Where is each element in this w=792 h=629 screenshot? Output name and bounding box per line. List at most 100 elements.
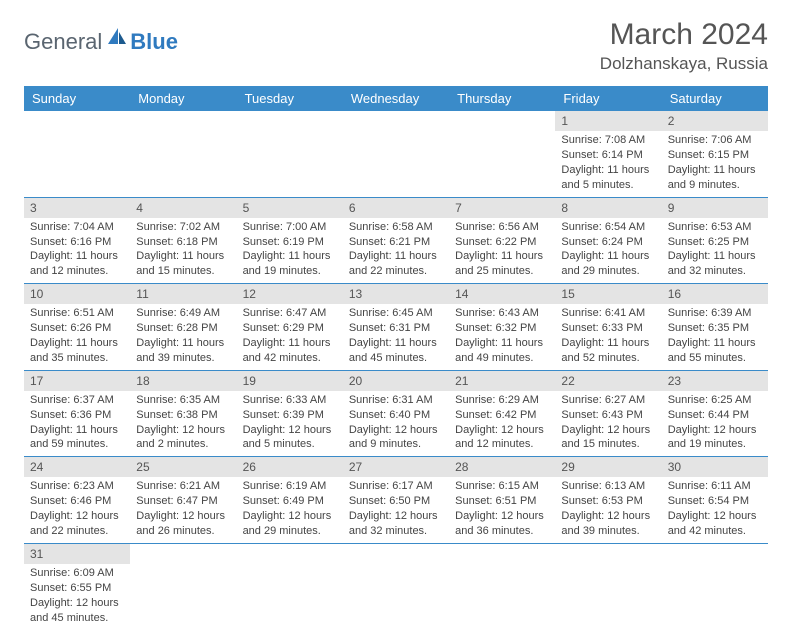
- day-number: 22: [555, 371, 661, 391]
- sunrise-line: Sunrise: 6:41 AM: [561, 306, 655, 321]
- calendar-cell: 16Sunrise: 6:39 AMSunset: 6:35 PMDayligh…: [662, 284, 768, 371]
- daylight-line: Daylight: 11 hours and 19 minutes.: [243, 249, 337, 279]
- cell-body: Sunrise: 7:06 AMSunset: 6:15 PMDaylight:…: [662, 131, 768, 196]
- day-number: 5: [237, 198, 343, 218]
- day-number: 30: [662, 457, 768, 477]
- sunrise-line: Sunrise: 6:49 AM: [136, 306, 230, 321]
- day-number: 26: [237, 457, 343, 477]
- day-number: 25: [130, 457, 236, 477]
- sunset-line: Sunset: 6:39 PM: [243, 408, 337, 423]
- calendar-table: SundayMondayTuesdayWednesdayThursdayFrid…: [24, 86, 768, 629]
- sunrise-line: Sunrise: 6:29 AM: [455, 393, 549, 408]
- cell-body: Sunrise: 6:19 AMSunset: 6:49 PMDaylight:…: [237, 477, 343, 542]
- sunrise-line: Sunrise: 6:35 AM: [136, 393, 230, 408]
- calendar-week-row: 17Sunrise: 6:37 AMSunset: 6:36 PMDayligh…: [24, 370, 768, 457]
- sunrise-line: Sunrise: 6:56 AM: [455, 220, 549, 235]
- cell-body: Sunrise: 6:35 AMSunset: 6:38 PMDaylight:…: [130, 391, 236, 456]
- sunset-line: Sunset: 6:15 PM: [668, 148, 762, 163]
- daylight-line: Daylight: 11 hours and 49 minutes.: [455, 336, 549, 366]
- sunrise-line: Sunrise: 6:37 AM: [30, 393, 124, 408]
- calendar-week-row: 10Sunrise: 6:51 AMSunset: 6:26 PMDayligh…: [24, 284, 768, 371]
- sunrise-line: Sunrise: 6:25 AM: [668, 393, 762, 408]
- sunset-line: Sunset: 6:29 PM: [243, 321, 337, 336]
- day-number: 8: [555, 198, 661, 218]
- sunrise-line: Sunrise: 6:58 AM: [349, 220, 443, 235]
- day-number: 12: [237, 284, 343, 304]
- calendar-cell: 29Sunrise: 6:13 AMSunset: 6:53 PMDayligh…: [555, 457, 661, 544]
- daylight-line: Daylight: 11 hours and 22 minutes.: [349, 249, 443, 279]
- cell-body: Sunrise: 6:58 AMSunset: 6:21 PMDaylight:…: [343, 218, 449, 283]
- cell-body: Sunrise: 7:08 AMSunset: 6:14 PMDaylight:…: [555, 131, 661, 196]
- daylight-line: Daylight: 11 hours and 45 minutes.: [349, 336, 443, 366]
- calendar-cell: 31Sunrise: 6:09 AMSunset: 6:55 PMDayligh…: [24, 543, 130, 629]
- day-number: 14: [449, 284, 555, 304]
- sunset-line: Sunset: 6:24 PM: [561, 235, 655, 250]
- day-number: 21: [449, 371, 555, 391]
- cell-body: Sunrise: 6:39 AMSunset: 6:35 PMDaylight:…: [662, 304, 768, 369]
- calendar-cell: 19Sunrise: 6:33 AMSunset: 6:39 PMDayligh…: [237, 370, 343, 457]
- daylight-line: Daylight: 12 hours and 19 minutes.: [668, 423, 762, 453]
- daylight-line: Daylight: 12 hours and 45 minutes.: [30, 596, 124, 626]
- sunset-line: Sunset: 6:50 PM: [349, 494, 443, 509]
- sail-icon: [106, 26, 128, 48]
- cell-body: Sunrise: 6:17 AMSunset: 6:50 PMDaylight:…: [343, 477, 449, 542]
- calendar-week-row: 1Sunrise: 7:08 AMSunset: 6:14 PMDaylight…: [24, 111, 768, 197]
- calendar-cell: 17Sunrise: 6:37 AMSunset: 6:36 PMDayligh…: [24, 370, 130, 457]
- sunset-line: Sunset: 6:47 PM: [136, 494, 230, 509]
- cell-body: Sunrise: 6:09 AMSunset: 6:55 PMDaylight:…: [24, 564, 130, 629]
- sunrise-line: Sunrise: 6:17 AM: [349, 479, 443, 494]
- daylight-line: Daylight: 12 hours and 32 minutes.: [349, 509, 443, 539]
- brand-word-2: Blue: [130, 29, 178, 55]
- sunrise-line: Sunrise: 6:21 AM: [136, 479, 230, 494]
- daylight-line: Daylight: 11 hours and 29 minutes.: [561, 249, 655, 279]
- calendar-cell: 5Sunrise: 7:00 AMSunset: 6:19 PMDaylight…: [237, 197, 343, 284]
- calendar-cell: 28Sunrise: 6:15 AMSunset: 6:51 PMDayligh…: [449, 457, 555, 544]
- title-block: March 2024 Dolzhanskaya, Russia: [600, 18, 768, 74]
- location-label: Dolzhanskaya, Russia: [600, 54, 768, 74]
- sunset-line: Sunset: 6:28 PM: [136, 321, 230, 336]
- calendar-week-row: 3Sunrise: 7:04 AMSunset: 6:16 PMDaylight…: [24, 197, 768, 284]
- day-number: 13: [343, 284, 449, 304]
- weekday-header: Monday: [130, 86, 236, 111]
- brand-logo: General Blue: [24, 18, 178, 58]
- cell-body: Sunrise: 6:56 AMSunset: 6:22 PMDaylight:…: [449, 218, 555, 283]
- sunrise-line: Sunrise: 6:11 AM: [668, 479, 762, 494]
- daylight-line: Daylight: 11 hours and 15 minutes.: [136, 249, 230, 279]
- calendar-cell: [662, 543, 768, 629]
- sunset-line: Sunset: 6:32 PM: [455, 321, 549, 336]
- sunset-line: Sunset: 6:22 PM: [455, 235, 549, 250]
- daylight-line: Daylight: 12 hours and 9 minutes.: [349, 423, 443, 453]
- calendar-cell: 23Sunrise: 6:25 AMSunset: 6:44 PMDayligh…: [662, 370, 768, 457]
- weekday-header: Friday: [555, 86, 661, 111]
- sunset-line: Sunset: 6:44 PM: [668, 408, 762, 423]
- calendar-cell: 10Sunrise: 6:51 AMSunset: 6:26 PMDayligh…: [24, 284, 130, 371]
- weekday-header: Sunday: [24, 86, 130, 111]
- daylight-line: Daylight: 12 hours and 2 minutes.: [136, 423, 230, 453]
- daylight-line: Daylight: 11 hours and 52 minutes.: [561, 336, 655, 366]
- cell-body: Sunrise: 6:13 AMSunset: 6:53 PMDaylight:…: [555, 477, 661, 542]
- cell-body: Sunrise: 6:47 AMSunset: 6:29 PMDaylight:…: [237, 304, 343, 369]
- calendar-cell: 4Sunrise: 7:02 AMSunset: 6:18 PMDaylight…: [130, 197, 236, 284]
- sunset-line: Sunset: 6:38 PM: [136, 408, 230, 423]
- cell-body: Sunrise: 6:41 AMSunset: 6:33 PMDaylight:…: [555, 304, 661, 369]
- sunset-line: Sunset: 6:46 PM: [30, 494, 124, 509]
- weekday-header: Saturday: [662, 86, 768, 111]
- cell-body: Sunrise: 6:51 AMSunset: 6:26 PMDaylight:…: [24, 304, 130, 369]
- calendar-cell: 8Sunrise: 6:54 AMSunset: 6:24 PMDaylight…: [555, 197, 661, 284]
- cell-body: Sunrise: 6:49 AMSunset: 6:28 PMDaylight:…: [130, 304, 236, 369]
- weekday-header: Wednesday: [343, 86, 449, 111]
- daylight-line: Daylight: 12 hours and 22 minutes.: [30, 509, 124, 539]
- sunrise-line: Sunrise: 7:08 AM: [561, 133, 655, 148]
- cell-body: Sunrise: 6:25 AMSunset: 6:44 PMDaylight:…: [662, 391, 768, 456]
- sunset-line: Sunset: 6:35 PM: [668, 321, 762, 336]
- day-number: 11: [130, 284, 236, 304]
- sunrise-line: Sunrise: 6:23 AM: [30, 479, 124, 494]
- cell-body: Sunrise: 7:02 AMSunset: 6:18 PMDaylight:…: [130, 218, 236, 283]
- sunrise-line: Sunrise: 6:47 AM: [243, 306, 337, 321]
- daylight-line: Daylight: 11 hours and 35 minutes.: [30, 336, 124, 366]
- calendar-cell: 25Sunrise: 6:21 AMSunset: 6:47 PMDayligh…: [130, 457, 236, 544]
- daylight-line: Daylight: 12 hours and 36 minutes.: [455, 509, 549, 539]
- sunset-line: Sunset: 6:25 PM: [668, 235, 762, 250]
- sunset-line: Sunset: 6:31 PM: [349, 321, 443, 336]
- calendar-week-row: 24Sunrise: 6:23 AMSunset: 6:46 PMDayligh…: [24, 457, 768, 544]
